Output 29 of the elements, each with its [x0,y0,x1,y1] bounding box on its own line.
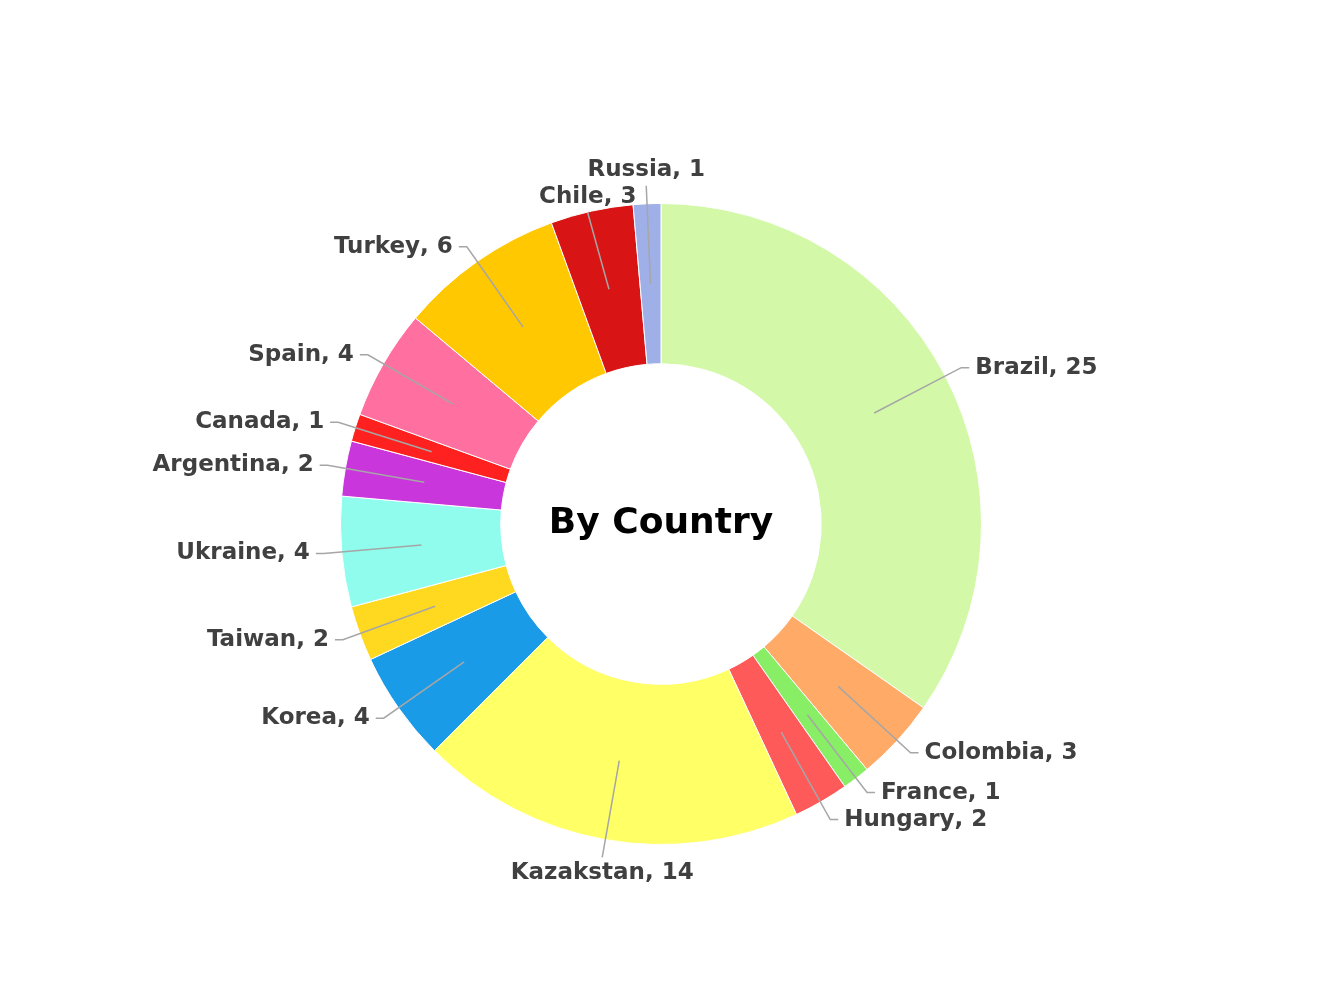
slice-label: France [881,777,968,804]
data-label: , 4 [277,538,310,565]
slice-label: Taiwan [206,624,297,651]
data-label: , 3 [1044,737,1078,764]
slice-label: Ukraine [176,538,278,565]
data-label: , 4 [336,703,370,730]
text: By Country [548,500,774,542]
data-label: , 2 [280,450,314,477]
data-label: , 1 [672,154,706,181]
data-label: , 2 [296,624,329,651]
data-label: , 4 [321,339,354,366]
slice-label: Korea [261,703,337,730]
slice-label: Colombia [924,737,1045,764]
slice-label: Canada [195,407,292,434]
slice-label: Brazil [975,352,1049,379]
slice-label: Russia [587,154,673,181]
slice-label: Argentina [152,450,281,477]
data-label: , 2 [954,804,988,831]
slice-label: Kazakstan [510,858,645,885]
slice-label: Spain [248,339,322,366]
data-label: , 14 [644,858,694,885]
data-label: , 25 [1048,352,1098,379]
data-label: , 3 [603,181,637,208]
data-label: , 1 [291,407,325,434]
data-label: , 6 [420,231,453,258]
data-label: , 1 [967,777,1001,804]
slice-label: Chile [539,181,604,208]
slice-label: Turkey [333,231,421,258]
slice-label: Hungary [844,804,955,831]
